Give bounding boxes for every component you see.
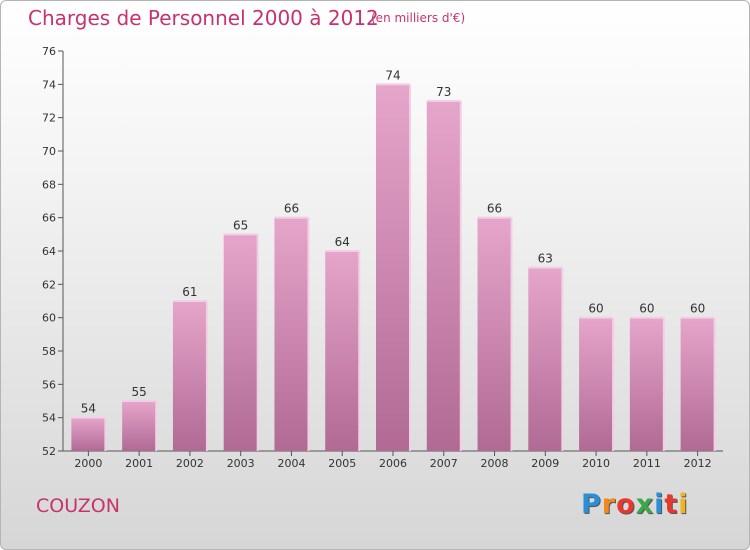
y-tick-label: 68: [42, 178, 56, 191]
bar-2007: [426, 101, 461, 451]
logo-letter: o: [616, 489, 636, 520]
value-label-2001: 55: [132, 385, 147, 399]
bar-2005: [325, 251, 360, 451]
bar-2006: [376, 84, 410, 451]
bar-2003: [223, 234, 258, 451]
chart-subtitle: (en milliers d'€): [371, 11, 466, 25]
bar-2001: [122, 401, 157, 451]
value-label-2009: 63: [538, 252, 553, 266]
x-tick-label-2011: 2011: [633, 457, 661, 470]
x-tick-label-2006: 2006: [379, 457, 407, 470]
value-label-2002: 61: [182, 285, 197, 299]
y-tick-label: 58: [42, 345, 56, 358]
value-label-2004: 66: [284, 202, 299, 216]
bar-2009: [528, 267, 563, 451]
chart-axes: 52 54 56 58 60 62 64 66 68 70 72 74 76 2000 2001 2002 20…: [42, 45, 723, 470]
logo-letter: r: [601, 489, 617, 520]
logo-letter: i: [678, 489, 689, 520]
value-label-2000: 54: [81, 402, 96, 416]
y-tick-label: 52: [42, 445, 56, 458]
y-tick-label: 64: [42, 245, 56, 258]
value-label-2012: 60: [690, 302, 705, 316]
bar-2008: [477, 217, 512, 451]
y-tick-label: 70: [42, 145, 56, 158]
x-tick-label-2004: 2004: [277, 457, 305, 470]
value-label-2007: 73: [436, 85, 451, 99]
x-tick-label-2002: 2002: [176, 457, 204, 470]
x-tick-label-2009: 2009: [531, 457, 559, 470]
y-tick-label: 72: [42, 112, 56, 125]
chart-bars: [71, 83, 716, 451]
value-label-2010: 60: [588, 302, 603, 316]
logo-letter: P: [581, 489, 602, 520]
x-tick-label-2008: 2008: [481, 457, 509, 470]
value-label-2011: 60: [639, 302, 654, 316]
y-tick-label: 54: [42, 412, 56, 425]
chart-value-labels: 54 55 61 65 66 64 74 73 66 63 60 60 60: [81, 68, 706, 415]
y-tick-label: 62: [42, 278, 56, 291]
chart-title: Charges de Personnel 2000 à 2012: [28, 6, 379, 30]
y-tick-label: 76: [42, 45, 56, 58]
x-tick-label-2010: 2010: [582, 457, 610, 470]
y-tick-label: 60: [42, 312, 56, 325]
logo-letter: x: [635, 489, 655, 520]
proxiti-logo: Proxiti: [581, 489, 689, 520]
bar-2004: [274, 217, 309, 451]
bar-2002: [172, 301, 207, 451]
x-tick-label-2005: 2005: [328, 457, 356, 470]
logo-letter: i: [654, 489, 665, 520]
bar-2000: [71, 417, 106, 451]
y-tick-label: 66: [42, 212, 56, 225]
value-label-2008: 66: [487, 202, 502, 216]
bar-2010: [579, 317, 614, 451]
value-label-2005: 64: [335, 235, 350, 249]
x-tick-label-2000: 2000: [74, 457, 102, 470]
bar-2012: [680, 317, 715, 451]
commune-name: COUZON: [36, 495, 120, 517]
logo-letter: t: [664, 489, 679, 520]
value-label-2006: 74: [385, 68, 400, 82]
bar-2011: [629, 317, 664, 451]
value-label-2003: 65: [233, 218, 248, 232]
x-tick-label-2007: 2007: [430, 457, 458, 470]
y-tick-label: 56: [42, 378, 56, 391]
y-tick-label: 74: [42, 78, 56, 91]
x-tick-label-2001: 2001: [125, 457, 153, 470]
x-tick-label-2012: 2012: [684, 457, 712, 470]
x-tick-label-2003: 2003: [227, 457, 255, 470]
